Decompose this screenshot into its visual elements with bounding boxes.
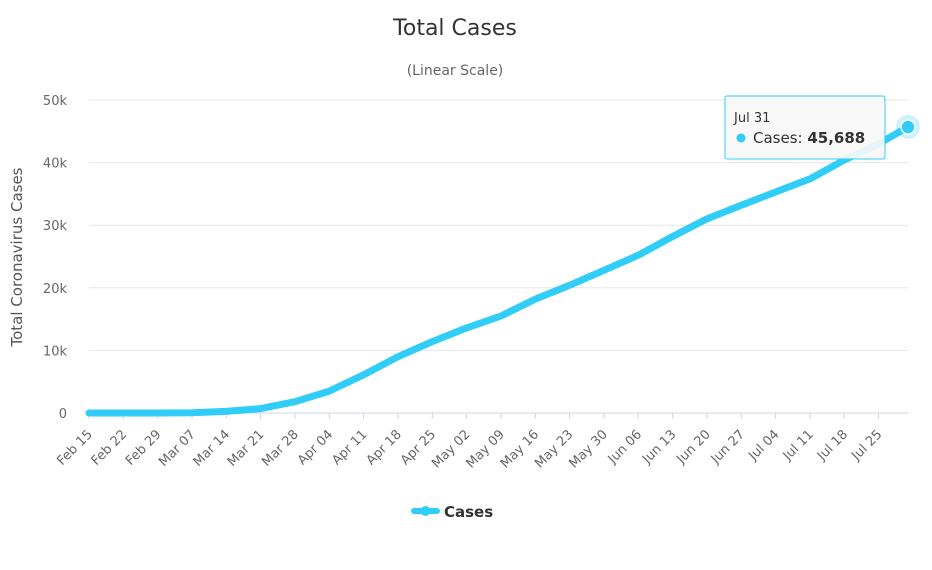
tooltip-value: 45,688 xyxy=(807,129,865,147)
grid-lines xyxy=(89,99,908,351)
legend-marker-icon xyxy=(420,506,431,516)
x-tick-label: Apr 04 xyxy=(295,427,336,468)
y-tick-label: 30k xyxy=(43,219,68,234)
x-tick-label: Apr 11 xyxy=(329,427,370,468)
series-line-cases[interactable] xyxy=(85,123,912,417)
x-tick-label: Jun 06 xyxy=(605,427,645,467)
data-point-jul-31[interactable] xyxy=(900,119,916,135)
x-tick-label: Mar 07 xyxy=(156,427,199,470)
tooltip-date: Jul 31 xyxy=(733,111,770,126)
y-tick-label: 0 xyxy=(59,407,67,422)
legend[interactable]: Cases xyxy=(411,503,493,521)
x-tick-label: Jun 27 xyxy=(708,427,748,467)
y-tick-label: 50k xyxy=(43,94,68,109)
x-tick-label: Jul 25 xyxy=(848,427,885,464)
y-axis-title: Total Coronavirus Cases xyxy=(8,167,26,347)
x-tick-label: Jul 11 xyxy=(780,427,817,464)
x-tick-label: Jul 18 xyxy=(814,427,851,464)
series-cases[interactable] xyxy=(85,114,920,417)
x-tick-label: Jul 04 xyxy=(745,427,782,464)
tooltip-series-line: Cases: 45,688 xyxy=(753,129,865,147)
x-tick-label: May 30 xyxy=(567,427,611,471)
x-tick-label: Apr 18 xyxy=(364,427,405,468)
x-tick-label: Jun 20 xyxy=(673,427,713,467)
y-tick-label: 20k xyxy=(43,282,68,297)
x-tick-label: Mar 14 xyxy=(191,427,234,470)
tooltip-box xyxy=(724,95,886,160)
x-tick-label: Feb 15 xyxy=(54,427,96,469)
x-tick-label: Feb 22 xyxy=(89,427,131,469)
x-tick-label: Jun 13 xyxy=(639,427,679,467)
chart-subtitle: (Linear Scale) xyxy=(407,63,504,79)
x-tick-label: Mar 21 xyxy=(225,427,268,470)
x-tick-label: Mar 28 xyxy=(259,427,302,470)
chart-title: Total Cases xyxy=(392,16,517,41)
tooltip-series-name: Cases xyxy=(753,129,798,147)
y-tick-label: 40k xyxy=(43,157,68,172)
tooltip-colon: : xyxy=(798,129,808,147)
y-tick-label: 10k xyxy=(43,344,68,359)
legend-item-cases[interactable]: Cases xyxy=(444,503,493,521)
tooltip: Jul 31 Cases: 45,688 xyxy=(724,95,886,160)
y-axis-ticks: 0 10k 20k 30k 40k 50k xyxy=(43,94,68,422)
tooltip-series-marker-icon xyxy=(736,133,746,143)
